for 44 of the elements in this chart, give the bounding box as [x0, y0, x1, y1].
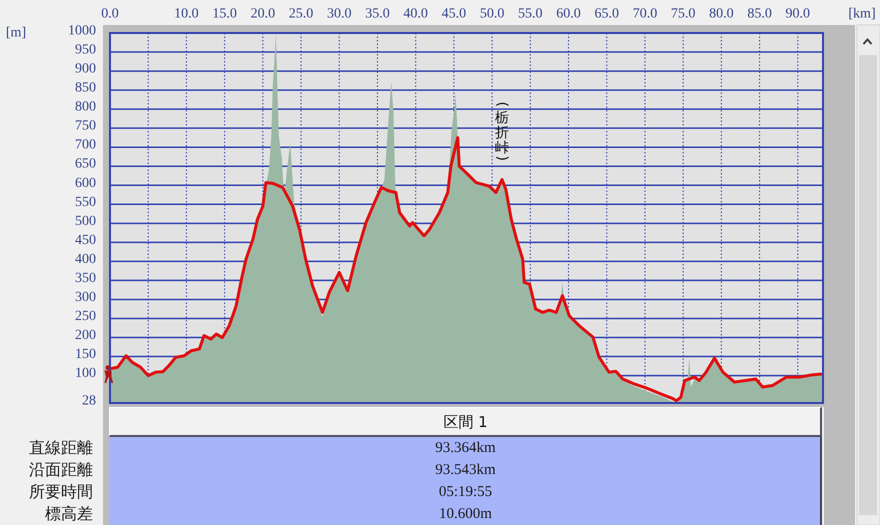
x-tick-label: 60.0 [556, 6, 581, 22]
y-tick-label: 150 [75, 347, 96, 362]
y-tick-label: 1000 [68, 24, 96, 38]
x-tick-label: 25.0 [288, 6, 314, 22]
y-tick-label: 550 [75, 194, 96, 210]
x-tick-label: 0.0 [101, 6, 119, 22]
x-tick-label: 30.0 [327, 6, 352, 22]
y-tick-label: 350 [75, 270, 96, 286]
x-axis-title: [km] [848, 6, 876, 22]
y-tick-label: 100 [75, 366, 96, 382]
y-tick-label: 850 [75, 80, 96, 96]
y-tick-label: 300 [75, 290, 96, 305]
y-tick-label: 400 [75, 252, 96, 267]
x-tick-label: 20.0 [250, 6, 276, 22]
y-tick-label: 750 [75, 118, 96, 134]
y-axis-title: [m] [6, 26, 26, 40]
y-tick-label: 250 [75, 308, 96, 324]
y-tick-label: 700 [75, 138, 96, 153]
x-tick-label: 70.0 [632, 6, 658, 22]
category-label: 標高差 [45, 503, 93, 525]
category-label: 沿面距離 [29, 459, 93, 481]
category-label: 直線距離 [29, 437, 93, 459]
x-tick-label: 90.0 [786, 6, 810, 22]
y-tick-label: 950 [75, 42, 96, 58]
x-tick-label: 75.0 [670, 6, 696, 22]
y-tick-label: 600 [75, 176, 96, 191]
y-tick-label: 650 [75, 156, 96, 172]
x-tick-label: 40.0 [403, 6, 428, 22]
category-label: 所要時間 [29, 481, 93, 503]
y-tick-label: 450 [75, 232, 96, 248]
x-tick-label: 65.0 [594, 6, 619, 22]
x-tick-label: 10.0 [174, 6, 199, 22]
y-tick-label: 900 [75, 62, 96, 77]
x-tick-label: 80.0 [709, 6, 734, 22]
x-tick-label: 50.0 [480, 6, 504, 22]
y-tick-label: 28 [82, 394, 96, 408]
y-tick-label: 500 [75, 214, 96, 229]
x-tick-label: 45.0 [442, 6, 466, 22]
x-tick-label: 35.0 [365, 6, 390, 22]
y-tick-label: 200 [75, 328, 96, 344]
x-tick-label: 55.0 [518, 6, 543, 22]
y-tick-label: 800 [75, 100, 96, 115]
x-tick-label: 15.0 [212, 6, 237, 22]
x-tick-label: 85.0 [747, 6, 772, 22]
